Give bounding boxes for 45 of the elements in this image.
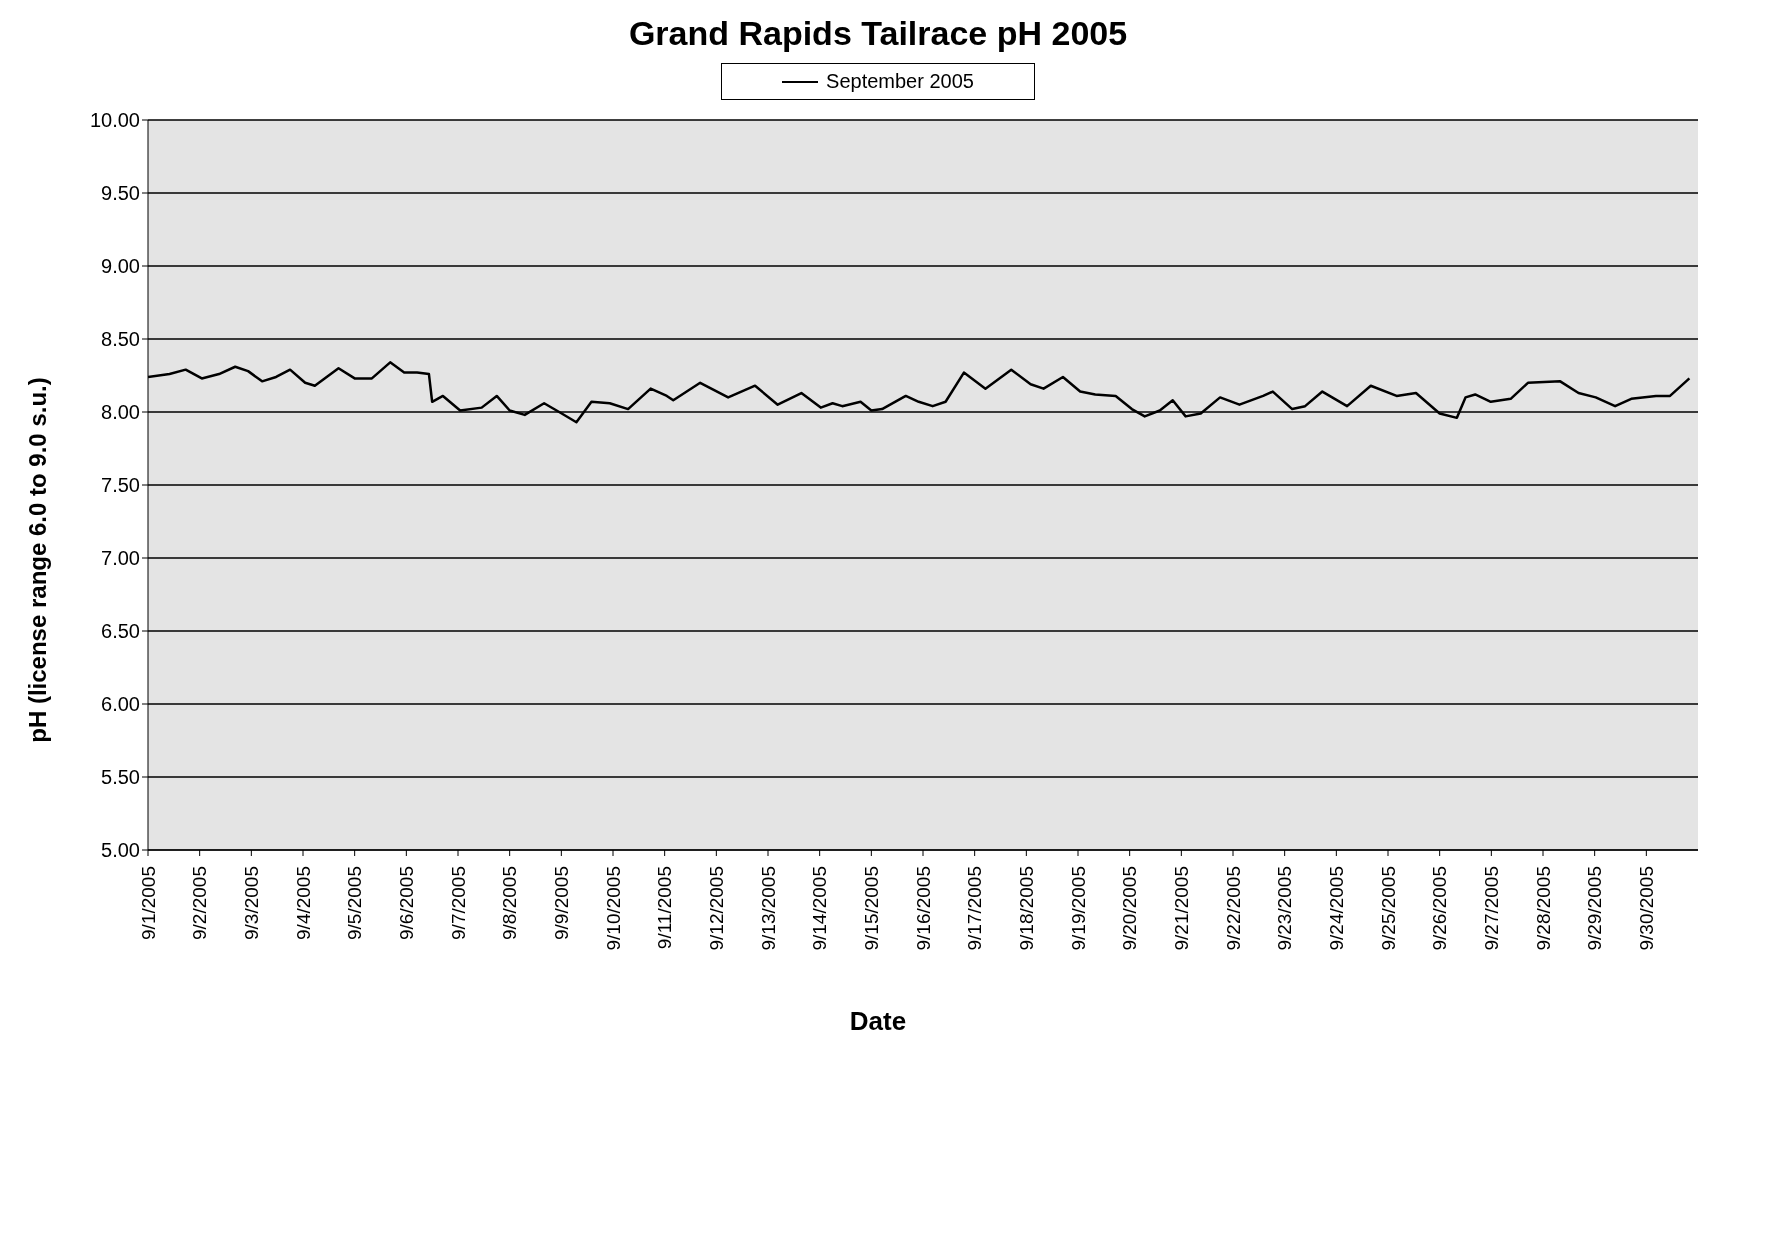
x-tick-label: 9/25/2005 — [1377, 866, 1399, 951]
x-tick-label: 9/13/2005 — [757, 866, 779, 951]
y-tick-label: 6.00 — [101, 693, 140, 716]
x-tick-label: 9/6/2005 — [395, 866, 417, 940]
y-axis-title: pH (license range 6.0 to 9.0 s.u.) — [24, 377, 52, 743]
y-tick-label: 9.50 — [101, 182, 140, 205]
x-tick-label: 9/16/2005 — [912, 866, 934, 951]
x-tick-label: 9/8/2005 — [499, 866, 521, 940]
y-tick-label: 6.50 — [101, 620, 140, 643]
x-tick-label: 9/1/2005 — [137, 866, 159, 940]
x-tick-label: 9/26/2005 — [1429, 866, 1451, 951]
x-tick-label: 9/20/2005 — [1119, 866, 1141, 951]
x-tick-label: 9/7/2005 — [447, 866, 469, 940]
y-tick-label: 8.00 — [101, 401, 140, 424]
y-tick-label: 10.00 — [89, 109, 140, 132]
x-tick-label: 9/21/2005 — [1170, 866, 1192, 951]
y-tick-label: 7.00 — [101, 547, 140, 570]
y-tick-label: 9.00 — [101, 255, 140, 278]
x-tick-label: 9/9/2005 — [550, 866, 572, 940]
x-tick-label: 9/2/2005 — [189, 866, 211, 940]
x-tick-label: 9/22/2005 — [1222, 866, 1244, 951]
x-tick-label: 9/12/2005 — [705, 866, 727, 951]
x-axis-title: Date — [848, 1006, 908, 1037]
x-tick-label: 9/5/2005 — [344, 866, 366, 940]
y-tick-label: 5.00 — [101, 839, 140, 862]
x-tick-label: 9/19/2005 — [1067, 866, 1089, 951]
x-tick-label: 9/29/2005 — [1584, 866, 1606, 951]
y-tick-label: 8.50 — [101, 328, 140, 351]
x-tick-label: 9/4/2005 — [292, 866, 314, 940]
chart-title: Grand Rapids Tailrace pH 2005 — [627, 14, 1129, 53]
legend-label: September 2005 — [825, 70, 974, 93]
x-tick-label: 9/23/2005 — [1274, 866, 1296, 951]
x-tick-label: 9/18/2005 — [1015, 866, 1037, 951]
x-tick-label: 9/28/2005 — [1532, 866, 1554, 951]
x-tick-label: 9/17/2005 — [964, 866, 986, 951]
y-tick-label: 7.50 — [101, 474, 140, 497]
x-tick-label: 9/11/2005 — [654, 866, 676, 950]
x-tick-label: 9/30/2005 — [1635, 866, 1657, 951]
x-tick-label: 9/15/2005 — [860, 866, 882, 951]
y-tick-label: 5.50 — [101, 766, 140, 789]
x-tick-label: 9/24/2005 — [1325, 866, 1347, 951]
x-tick-label: 9/14/2005 — [809, 866, 831, 951]
x-tick-label: 9/27/2005 — [1480, 866, 1502, 951]
x-tick-label: 9/3/2005 — [240, 866, 262, 940]
x-tick-label: 9/10/2005 — [602, 866, 624, 951]
